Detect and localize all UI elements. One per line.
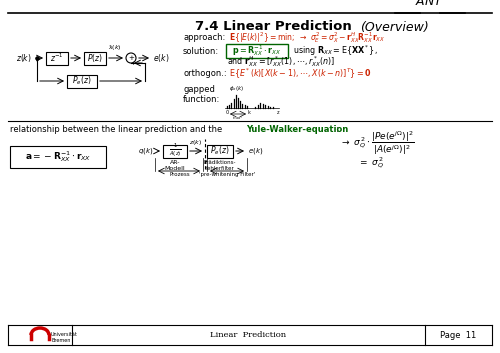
Text: $\mathbf{E}\{|E(k)|^2\} = \mathrm{min};\ \rightarrow\ \sigma_E^2 = \sigma_X^2 - : $\mathbf{E}\{|E(k)|^2\} = \mathrm{min};\…	[229, 31, 386, 46]
Text: $\phi_x(k)$: $\phi_x(k)$	[230, 84, 244, 93]
Text: $e(k)$: $e(k)$	[248, 146, 264, 156]
Text: +: +	[130, 61, 136, 66]
Text: solution:: solution:	[183, 47, 219, 55]
Text: Prädiktions-: Prädiktions-	[204, 161, 236, 166]
Text: z: z	[276, 110, 280, 115]
Text: AR-: AR-	[170, 161, 180, 166]
Text: $\bar{A}\bar{N}\bar{T}$: $\bar{A}\bar{N}\bar{T}$	[416, 0, 444, 9]
Bar	[10, 146, 106, 168]
Text: using $\mathbf{R}_{XX} = \mathrm{E}\{\mathbf{X}\mathbf{X}^*\},$: using $\mathbf{R}_{XX} = \mathrm{E}\{\ma…	[293, 44, 378, 58]
Text: $z(k)$: $z(k)$	[190, 138, 202, 147]
Text: (Overview): (Overview)	[360, 20, 429, 34]
Text: $\frac{1}{A(z)}$: $\frac{1}{A(z)}$	[168, 142, 181, 159]
Text: $=\ \sigma_Q^2$: $=\ \sigma_Q^2$	[358, 155, 384, 170]
Text: Universität
Bremen: Universität Bremen	[51, 332, 78, 343]
Bar	[207, 144, 233, 157]
Text: :: :	[336, 125, 339, 133]
Text: fehlerfilter: fehlerfilter	[206, 166, 234, 170]
Text: $\hat{x}(k)$: $\hat{x}(k)$	[108, 43, 122, 53]
Text: 7.4 Linear Prediction: 7.4 Linear Prediction	[195, 20, 352, 34]
Text: $'nxx'$: $'nxx'$	[232, 116, 243, 123]
FancyBboxPatch shape	[226, 44, 288, 58]
Text: Prozess: Prozess	[170, 172, 190, 177]
Text: $P(z)$: $P(z)$	[87, 52, 103, 64]
Text: function:: function:	[183, 95, 220, 103]
Circle shape	[126, 53, 136, 63]
Text: Page  11: Page 11	[440, 330, 476, 340]
Text: 0: 0	[226, 110, 228, 115]
Text: $z(k)$: $z(k)$	[16, 52, 32, 64]
Text: gapped: gapped	[183, 85, 215, 95]
Text: 'pre-whitening Filter': 'pre-whitening Filter'	[199, 172, 255, 177]
Text: $\mathbf{a} = -\mathbf{R}_{XX}^{-1}\cdot\mathbf{r}_{XX}$: $\mathbf{a} = -\mathbf{R}_{XX}^{-1}\cdot…	[25, 150, 91, 164]
Text: Yule-Walker-equation: Yule-Walker-equation	[246, 125, 348, 133]
Text: Modell: Modell	[164, 166, 186, 170]
Text: approach:: approach:	[183, 34, 225, 42]
Text: and $\mathbf{r}_{XX}^H = [r_{XX}^*(1),\cdots,r_{XX}^*(n)]$: and $\mathbf{r}_{XX}^H = [r_{XX}^*(1),\c…	[227, 55, 336, 70]
Bar	[67, 74, 97, 88]
Text: $e(k)$: $e(k)$	[153, 52, 170, 64]
Text: +: +	[128, 54, 134, 60]
Text: $\rightarrow\ \sigma_Q^2\cdot\dfrac{|Pe(e^{j\Omega})|^2}{|A(e^{j\Omega})|^2}$: $\rightarrow\ \sigma_Q^2\cdot\dfrac{|Pe(…	[340, 129, 414, 157]
Text: $\mathbf{p} = \mathbf{R}_{XX}^{-1}\cdot\mathbf{r}_{XX}$: $\mathbf{p} = \mathbf{R}_{XX}^{-1}\cdot\…	[232, 43, 282, 59]
Bar	[163, 144, 187, 157]
Text: relationship between the linear prediction and the: relationship between the linear predicti…	[10, 125, 225, 133]
Text: $P_e(z)$: $P_e(z)$	[210, 144, 230, 157]
Text: k: k	[248, 110, 250, 115]
Text: orthogon.:: orthogon.:	[183, 70, 226, 78]
Text: $z^{-1}$: $z^{-1}$	[50, 52, 64, 64]
Bar	[46, 52, 68, 65]
Text: $P_e(z)$: $P_e(z)$	[72, 75, 92, 87]
Bar	[84, 52, 106, 65]
Text: Linear  Prediction: Linear Prediction	[210, 331, 286, 339]
Text: $\mathrm{E}\{E^*(k)[X(k-1),\cdots,X(k-n)]^T\} = \mathbf{0}$: $\mathrm{E}\{E^*(k)[X(k-1),\cdots,X(k-n)…	[229, 67, 372, 81]
Text: $q(k)$: $q(k)$	[138, 146, 153, 156]
